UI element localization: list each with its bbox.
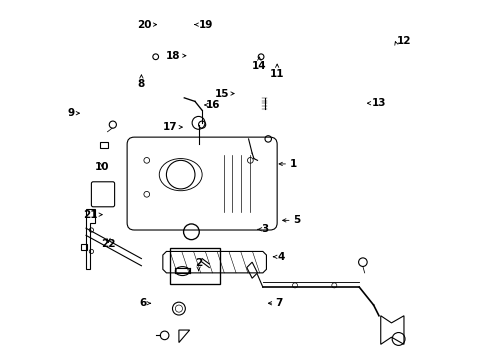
- Text: 1: 1: [290, 159, 297, 169]
- Text: 21: 21: [83, 210, 98, 220]
- Text: 17: 17: [163, 122, 177, 132]
- Text: 6: 6: [140, 298, 147, 308]
- Text: 16: 16: [206, 100, 220, 110]
- Text: 5: 5: [293, 215, 300, 225]
- Text: 13: 13: [372, 98, 386, 108]
- Text: 2: 2: [195, 257, 202, 267]
- Text: 15: 15: [215, 89, 229, 99]
- Text: 4: 4: [277, 252, 285, 262]
- Bar: [170, 248, 220, 284]
- Text: 12: 12: [397, 36, 411, 46]
- Text: 22: 22: [101, 239, 116, 249]
- Text: 8: 8: [138, 79, 145, 89]
- Text: 19: 19: [198, 19, 213, 30]
- Text: 3: 3: [261, 224, 269, 234]
- Bar: [100, 143, 108, 148]
- Text: 14: 14: [252, 62, 267, 71]
- Text: 9: 9: [67, 108, 74, 118]
- Text: 18: 18: [166, 51, 181, 61]
- Bar: [81, 244, 87, 249]
- Text: 11: 11: [270, 68, 284, 78]
- Text: 7: 7: [275, 298, 283, 308]
- Text: 20: 20: [137, 19, 151, 30]
- Text: 10: 10: [95, 162, 109, 172]
